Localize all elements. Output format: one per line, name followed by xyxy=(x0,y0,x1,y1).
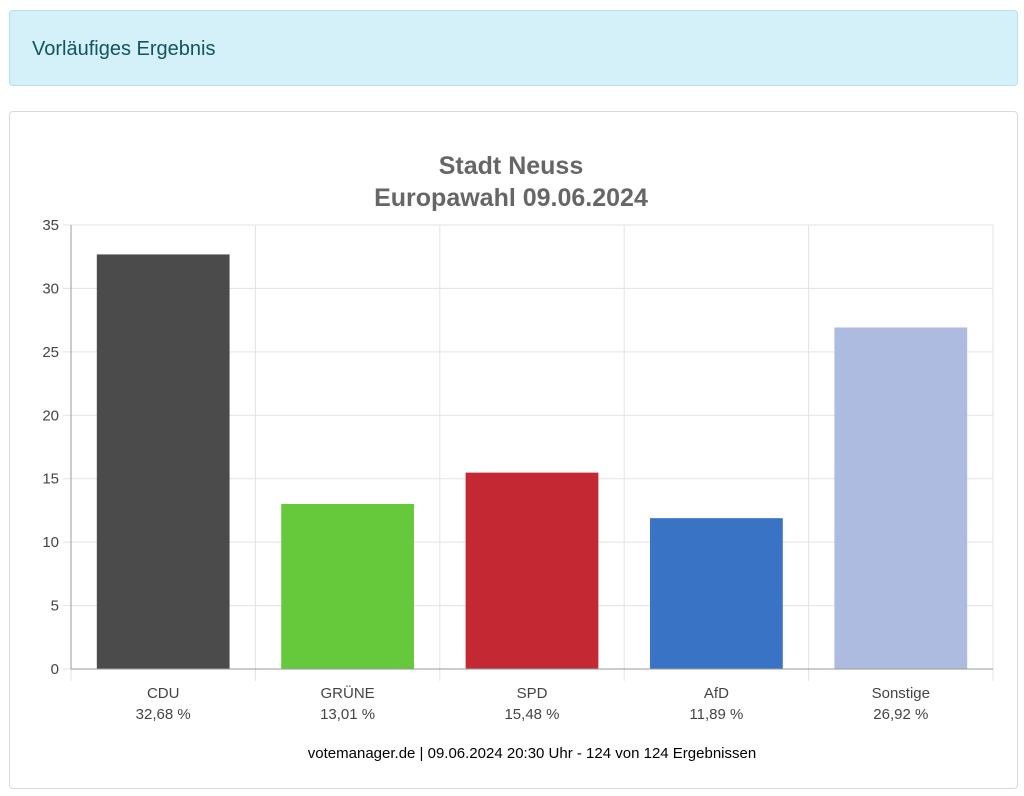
category-label: GRÜNE xyxy=(321,684,375,702)
category-label: SPD xyxy=(517,685,548,702)
value-label: 32,68 % xyxy=(136,706,191,723)
status-alert: Vorläufiges Ergebnis xyxy=(9,10,1018,86)
y-tick-label: 15 xyxy=(42,471,59,488)
value-label: 15,48 % xyxy=(504,706,559,723)
bar-chart: Stadt Neuss Europawahl 09.06.2024 0 5 10 15… xyxy=(42,152,994,762)
bar-cdu[interactable] xyxy=(96,254,230,670)
chart-card: Stadt Neuss Europawahl 09.06.2024 0 5 10 15… xyxy=(9,111,1018,789)
y-tick-label: 30 xyxy=(42,280,59,297)
y-tick-label: 25 xyxy=(42,344,59,361)
y-tick-label: 20 xyxy=(42,407,59,424)
value-label: 13,01 % xyxy=(320,706,375,723)
chart-title: Stadt Neuss xyxy=(439,152,583,180)
category-label: Sonstige xyxy=(872,685,930,702)
value-label: 11,89 % xyxy=(689,706,743,723)
y-tick-label: 35 xyxy=(42,217,59,234)
bar-grüne[interactable] xyxy=(281,503,414,669)
category-label: AfD xyxy=(704,685,729,702)
value-label: 26,92 % xyxy=(873,706,928,723)
alert-text: Vorläufiges Ergebnis xyxy=(32,38,216,60)
chart-footer: votemanager.de | 09.06.2024 20:30 Uhr - … xyxy=(308,745,756,762)
bar-sonstige[interactable] xyxy=(834,327,968,669)
category-label: CDU xyxy=(147,685,180,702)
bar-spd[interactable] xyxy=(465,472,599,669)
axes xyxy=(70,225,993,670)
bars xyxy=(96,254,968,670)
y-tick-label: 5 xyxy=(51,598,59,615)
bar-afd[interactable] xyxy=(650,518,783,669)
chart-subtitle: Europawahl 09.06.2024 xyxy=(374,184,648,212)
labels: 0 5 10 15 20 25 30 35 CDU 32,68 % GRÜNE 13,01 % SPD 1… xyxy=(42,217,930,723)
y-tick-label: 0 xyxy=(51,661,59,678)
y-tick-label: 10 xyxy=(42,534,59,551)
